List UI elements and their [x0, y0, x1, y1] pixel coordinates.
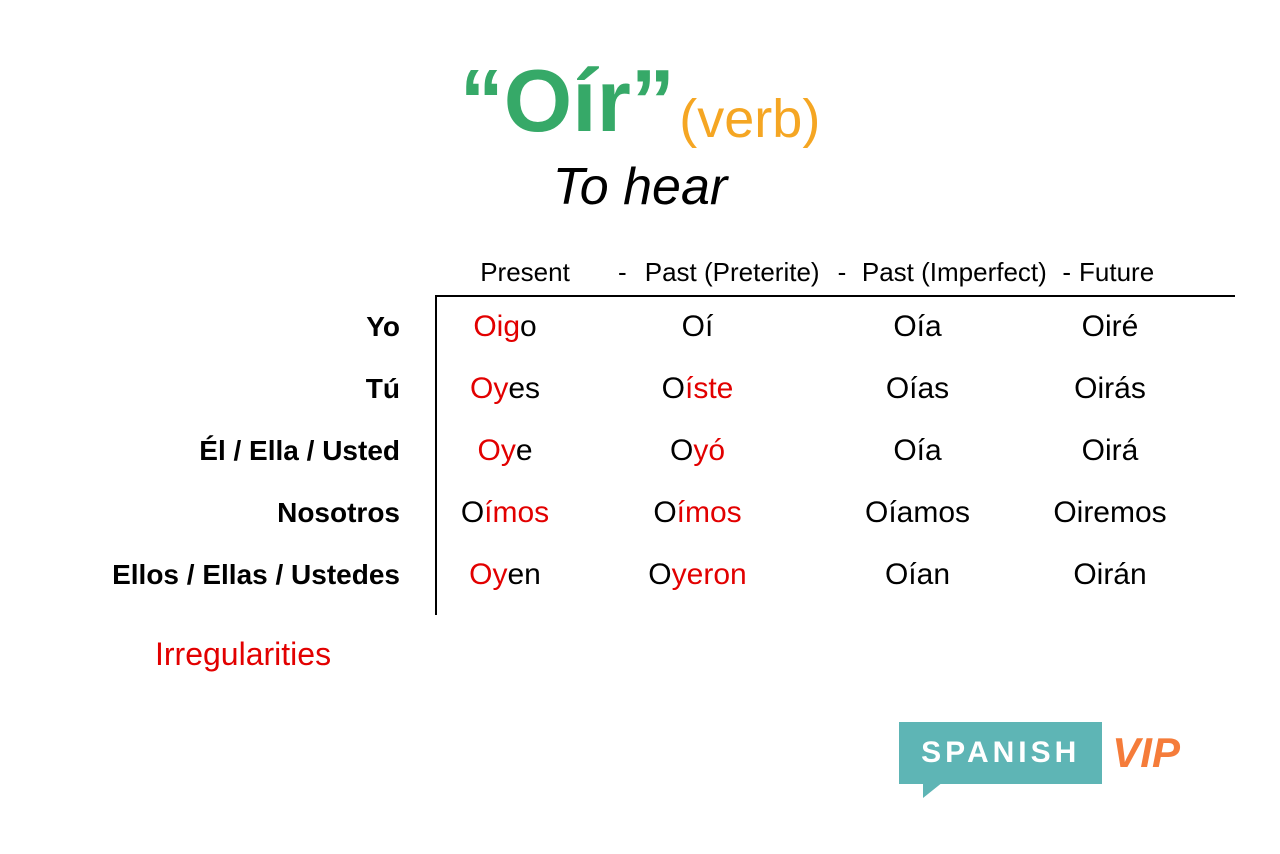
header-present: Present: [440, 257, 610, 288]
pronoun-label: Yo: [80, 311, 420, 343]
logo-vip: VIP: [1112, 729, 1180, 777]
header-sep: -: [830, 257, 855, 288]
main-container: “Oír” (verb) To hear Present - Past (Pre…: [0, 0, 1280, 673]
logo-spanish: SPANISH: [899, 722, 1102, 784]
conjugation-table: Present - Past (Preterite) - Past (Imper…: [80, 257, 1200, 606]
subtitle: To hear: [80, 157, 1200, 217]
brand-logo: SPANISH VIP: [899, 722, 1180, 784]
table-header-row: Present - Past (Preterite) - Past (Imper…: [80, 257, 1200, 288]
table-border: [435, 295, 1235, 615]
pronoun-label: Nosotros: [80, 497, 420, 529]
pronoun-label: Tú: [80, 373, 420, 405]
header-future: Future: [1079, 257, 1154, 288]
verb-label: (verb): [679, 89, 820, 149]
main-title: “Oír”: [460, 51, 675, 150]
header-preterite: Past (Preterite): [635, 257, 830, 288]
title-row: “Oír” (verb): [80, 50, 1200, 152]
pronoun-label: Él / Ella / Usted: [80, 435, 420, 467]
header-imperfect: Past (Imperfect): [854, 257, 1054, 288]
irregularities-legend: Irregularities: [155, 636, 1200, 673]
header-sep: -: [1054, 257, 1079, 288]
pronoun-label: Ellos / Ellas / Ustedes: [80, 559, 420, 591]
header-sep: -: [610, 257, 635, 288]
